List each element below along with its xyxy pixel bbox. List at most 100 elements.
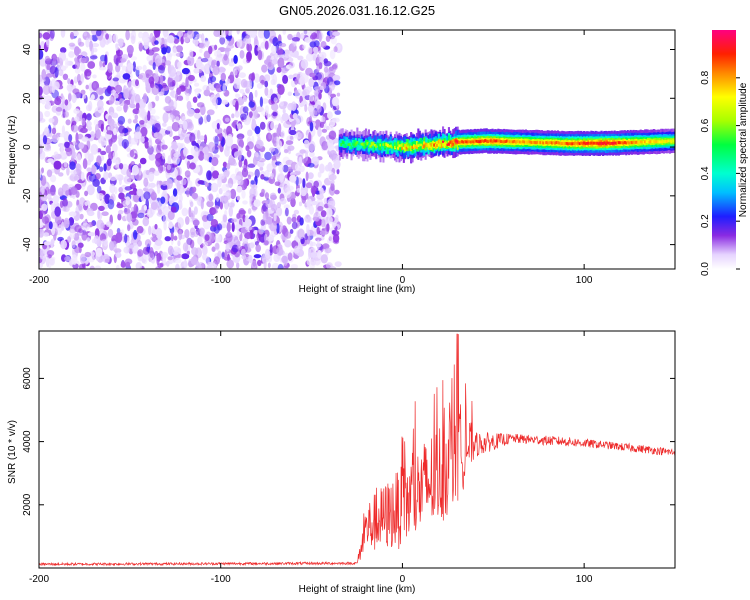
- heatmap-noise-speckle: [239, 89, 245, 94]
- heatmap-noise-speckle: [76, 153, 81, 163]
- heatmap-noise-speckle: [64, 99, 69, 106]
- heatmap-band-cell: [516, 140, 519, 143]
- heatmap-band-cell: [664, 140, 667, 143]
- heatmap-noise-speckle: [134, 94, 141, 104]
- heatmap-noise-speckle: [89, 40, 93, 52]
- heatmap-noise-speckle: [225, 242, 230, 252]
- heatmap-noise-speckle: [226, 44, 235, 49]
- heatmap-noise-speckle: [100, 239, 108, 245]
- heatmap-noise-speckle: [96, 99, 104, 110]
- heatmap-noise-speckle: [134, 131, 142, 140]
- heatmap-noise-speckle: [272, 74, 278, 85]
- heatmap-noise-speckle: [51, 226, 56, 236]
- heatmap-band-cell: [540, 140, 543, 144]
- heatmap-band-cell: [460, 140, 463, 143]
- heatmap-noise-speckle: [73, 76, 78, 84]
- heatmap-noise-speckle: [129, 149, 135, 158]
- heatmap-noise-speckle: [68, 211, 77, 217]
- heatmap-band-cell: [372, 141, 375, 145]
- heatmap-noise-speckle: [172, 110, 180, 117]
- heatmap-noise-speckle: [158, 64, 165, 74]
- heatmap-noise-speckle: [310, 252, 317, 259]
- heatmap-noise-speckle: [86, 237, 91, 243]
- heatmap-noise-speckle: [212, 65, 220, 76]
- heatmap-noise-speckle: [171, 121, 180, 132]
- heatmap-noise-speckle: [225, 183, 233, 188]
- heatmap-noise-speckle: [186, 155, 194, 160]
- heatmap-noise-speckle: [231, 234, 239, 244]
- heatmap-noise-speckle: [142, 64, 147, 72]
- heatmap-band-cell: [439, 143, 442, 147]
- heatmap-noise-speckle: [129, 103, 136, 109]
- heatmap-band-cell: [671, 139, 674, 143]
- heatmap-noise-speckle: [320, 121, 324, 128]
- heatmap-noise-speckle: [122, 73, 131, 80]
- snr-y-tick-label: 2000: [22, 493, 33, 516]
- heatmap-noise-speckle: [333, 137, 339, 144]
- heatmap-noise-speckle: [41, 203, 48, 211]
- heatmap-noise-speckle: [220, 72, 226, 82]
- heatmap-noise-speckle: [177, 95, 184, 101]
- heatmap-noise-speckle: [164, 96, 172, 104]
- colorbar-tick-label: 0.0: [700, 262, 711, 276]
- heatmap-noise-speckle: [87, 125, 92, 131]
- heatmap-noise-speckle: [271, 58, 278, 65]
- heatmap-band-cell: [626, 140, 629, 144]
- heatmap-band-cell: [424, 143, 427, 151]
- heatmap-noise-speckle: [264, 248, 271, 259]
- heatmap-band-cell: [373, 142, 376, 151]
- heatmap-noise-speckle: [48, 221, 53, 230]
- heatmap-noise-speckle: [74, 57, 78, 62]
- heatmap-band-cell: [468, 140, 471, 144]
- heatmap-noise-speckle: [204, 63, 211, 75]
- heatmap-noise-speckle: [326, 207, 333, 218]
- snr-x-tick-label: -200: [29, 574, 49, 585]
- heatmap-noise-speckle: [85, 37, 90, 48]
- heatmap-noise-speckle: [106, 221, 112, 228]
- heatmap-noise-speckle: [110, 89, 117, 95]
- heatmap-noise-speckle: [87, 61, 96, 69]
- heatmap-noise-speckle: [181, 67, 190, 75]
- heatmap-noise-speckle: [112, 151, 118, 159]
- heatmap-noise-speckle: [255, 244, 261, 253]
- heatmap-band-cell: [455, 139, 458, 143]
- heatmap-noise-speckle: [291, 221, 298, 230]
- heatmap-noise-speckle: [334, 159, 341, 169]
- heatmap-noise-speckle: [84, 201, 89, 207]
- heatmap-band-cell: [652, 139, 655, 143]
- heatmap-noise-speckle: [180, 178, 187, 186]
- heatmap-band-cell: [568, 142, 571, 146]
- heatmap-noise-speckle: [115, 43, 119, 48]
- heatmap-noise-speckle: [226, 221, 231, 233]
- heatmap-noise-speckle: [125, 30, 130, 41]
- heatmap-noise-speckle: [314, 86, 322, 91]
- heatmap-noise-speckle: [229, 188, 237, 200]
- heatmap-noise-speckle: [281, 67, 289, 74]
- heatmap-band-cell: [647, 140, 650, 143]
- heatmap-noise-speckle: [163, 38, 168, 47]
- heatmap-band-cell: [645, 140, 648, 144]
- heatmap-noise-speckle: [142, 76, 148, 83]
- heatmap-noise-speckle: [279, 101, 284, 107]
- heatmap-noise-speckle: [118, 42, 124, 47]
- heatmap-noise-speckle: [237, 123, 242, 130]
- heatmap-noise-speckle: [153, 122, 161, 133]
- heatmap-noise-speckle: [78, 124, 84, 133]
- snr-x-tick-label: 0: [400, 574, 406, 585]
- heatmap-noise-speckle: [334, 261, 342, 267]
- heatmap-noise-speckle: [224, 117, 230, 123]
- heatmap-noise-speckle: [242, 200, 248, 205]
- heatmap-band-cell: [648, 140, 651, 144]
- heatmap-noise-speckle: [188, 180, 193, 188]
- heatmap-noise-speckle: [106, 158, 112, 167]
- heatmap-noise-speckle: [193, 231, 199, 238]
- heatmap-noise-speckle: [175, 45, 183, 53]
- heatmap-noise-speckle: [153, 132, 158, 139]
- heatmap-noise-speckle: [307, 105, 314, 112]
- heatmap-noise-speckle: [149, 32, 154, 43]
- heatmap-band-cell: [565, 142, 568, 145]
- heatmap-noise-speckle: [142, 37, 150, 43]
- heatmap-noise-speckle: [259, 166, 264, 171]
- heatmap-band-cell: [405, 146, 408, 150]
- heatmap-noise-speckle: [282, 108, 286, 114]
